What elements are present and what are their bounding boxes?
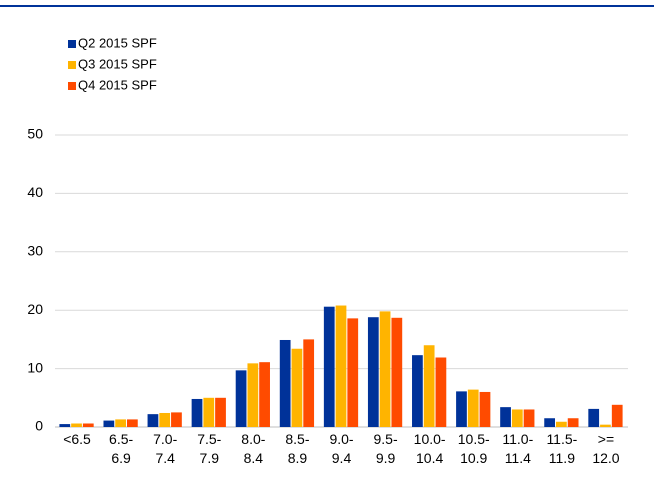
bar (600, 424, 611, 427)
x-tick-label: 6.5- 6.9 (109, 431, 134, 466)
bar (588, 408, 600, 427)
y-tick-label: 10 (27, 359, 43, 375)
bar (82, 423, 94, 427)
legend-label: Q4 2015 SPF (78, 77, 157, 92)
bar (335, 305, 347, 427)
x-tick-label: <6.5 (63, 431, 91, 447)
bar (115, 419, 126, 427)
legend-label: Q2 2015 SPF (78, 35, 157, 50)
x-tick-label: 9.0- 9.4 (329, 431, 354, 466)
y-tick-label: 30 (27, 243, 43, 259)
bar (103, 420, 115, 427)
legend-swatch (68, 40, 76, 48)
bar (367, 317, 379, 427)
x-tick-label: >= 12.0 (592, 431, 620, 466)
bar (611, 404, 623, 427)
bar (323, 306, 335, 427)
y-tick-label: 50 (27, 126, 43, 142)
bar (291, 348, 303, 427)
bar (347, 318, 359, 427)
bar (423, 345, 435, 427)
bar (279, 339, 291, 427)
bar (511, 409, 523, 427)
bar (147, 414, 159, 427)
x-tick-label: 10.5- 10.9 (457, 431, 490, 466)
bar (203, 397, 215, 427)
bar (171, 412, 182, 427)
bar (467, 389, 479, 427)
legend-swatch (68, 82, 76, 90)
bar (59, 424, 71, 427)
bar (247, 363, 259, 427)
x-tick-label: 8.5- 8.9 (285, 431, 310, 466)
bar (215, 397, 226, 427)
bar (191, 398, 203, 427)
bar (500, 407, 511, 427)
bar (391, 317, 403, 427)
bar (456, 391, 467, 427)
bar (159, 412, 171, 427)
x-tick-label: 11.5- 11.9 (546, 431, 578, 466)
x-tick-label: 8.0- 8.4 (241, 431, 266, 466)
bar (379, 311, 391, 427)
y-tick-label: 20 (27, 301, 43, 317)
y-tick-label: 40 (27, 184, 43, 200)
y-tick-label: 0 (35, 418, 43, 434)
legend-label: Q3 2015 SPF (78, 56, 157, 71)
bar (556, 421, 567, 427)
bar (126, 419, 138, 427)
x-tick-label: 9.5- 9.9 (373, 431, 398, 466)
bar (235, 370, 247, 427)
bar (435, 357, 447, 427)
x-tick-label: 11.0- 11.4 (502, 431, 534, 466)
bar (523, 409, 535, 427)
bar (303, 339, 315, 427)
bar (479, 391, 491, 427)
bar (412, 355, 423, 427)
x-tick-label: 10.0- 10.4 (413, 431, 446, 466)
bar (259, 362, 270, 427)
bar (544, 418, 556, 427)
bar (71, 423, 82, 427)
legend-swatch (68, 61, 76, 69)
x-tick-label: 7.0- 7.4 (153, 431, 178, 466)
x-tick-label: 7.5- 7.9 (197, 431, 222, 466)
bar (567, 418, 579, 427)
